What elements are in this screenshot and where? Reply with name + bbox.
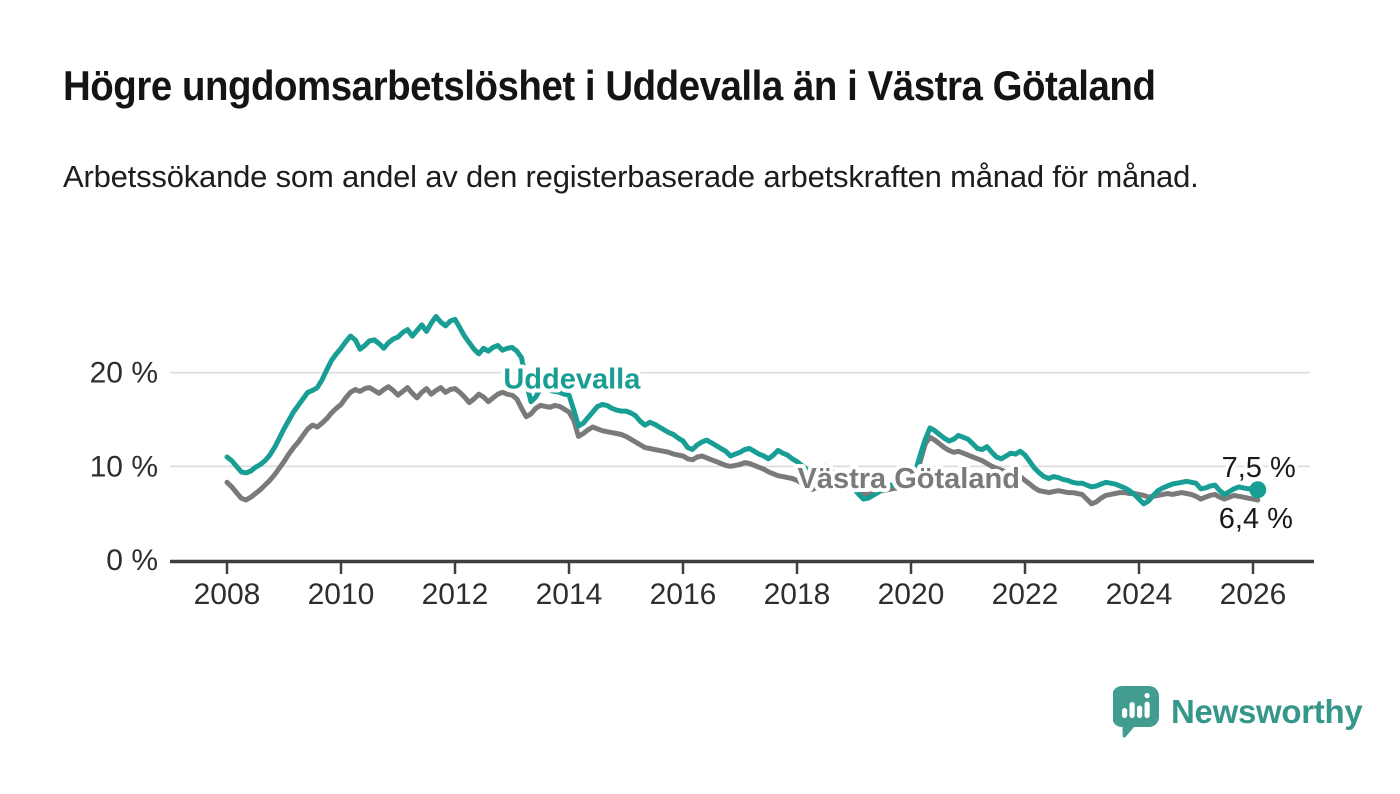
- x-tick-label: 2012: [422, 578, 489, 611]
- x-tick-label: 2014: [536, 578, 603, 611]
- newsworthy-logo: Newsworthy: [1113, 686, 1363, 738]
- y-tick-label: 20 %: [90, 357, 158, 390]
- series-label: Uddevalla: [503, 363, 641, 395]
- chart-labels: 0 % 10 % 20 % 2008 2010 2012 2014 2016 2018 2020 2…: [90, 357, 1300, 611]
- x-tick-label: 2008: [194, 578, 261, 611]
- y-tick-label: 0 %: [106, 544, 158, 577]
- chart-subtitle: Arbetssökande som andel av den registerb…: [63, 159, 1199, 194]
- x-tick-label: 2024: [1106, 578, 1173, 611]
- newsworthy-logo-text: Newsworthy: [1171, 693, 1363, 730]
- chart-title: Högre ungdomsarbetslöshet i Uddevalla än…: [63, 62, 1156, 109]
- series-end-dot: [1249, 481, 1267, 499]
- x-tick-label: 2020: [878, 578, 945, 611]
- newsworthy-logo-icon: [1113, 686, 1159, 738]
- x-tick-label: 2022: [992, 578, 1059, 611]
- uddevalla-line: [224, 314, 1261, 507]
- x-tick-label: 2016: [650, 578, 717, 611]
- x-axis: [170, 559, 1314, 574]
- x-tick-label: 2026: [1220, 578, 1287, 611]
- series-label: Västra Götaland: [798, 463, 1020, 495]
- x-tick-label: 2010: [308, 578, 375, 611]
- x-tick-label: 2018: [764, 578, 831, 611]
- line-chart: 0 % 10 % 20 % 2008 2010 2012 2014 2016 2018 2020 2…: [90, 314, 1314, 611]
- y-tick-label: 10 %: [90, 450, 158, 483]
- series-lines: [224, 314, 1267, 507]
- series-end-value: 6,4 %: [1219, 503, 1293, 535]
- series-end-value: 7,5 %: [1222, 452, 1296, 484]
- vastra-gotaland-line: [224, 384, 1261, 507]
